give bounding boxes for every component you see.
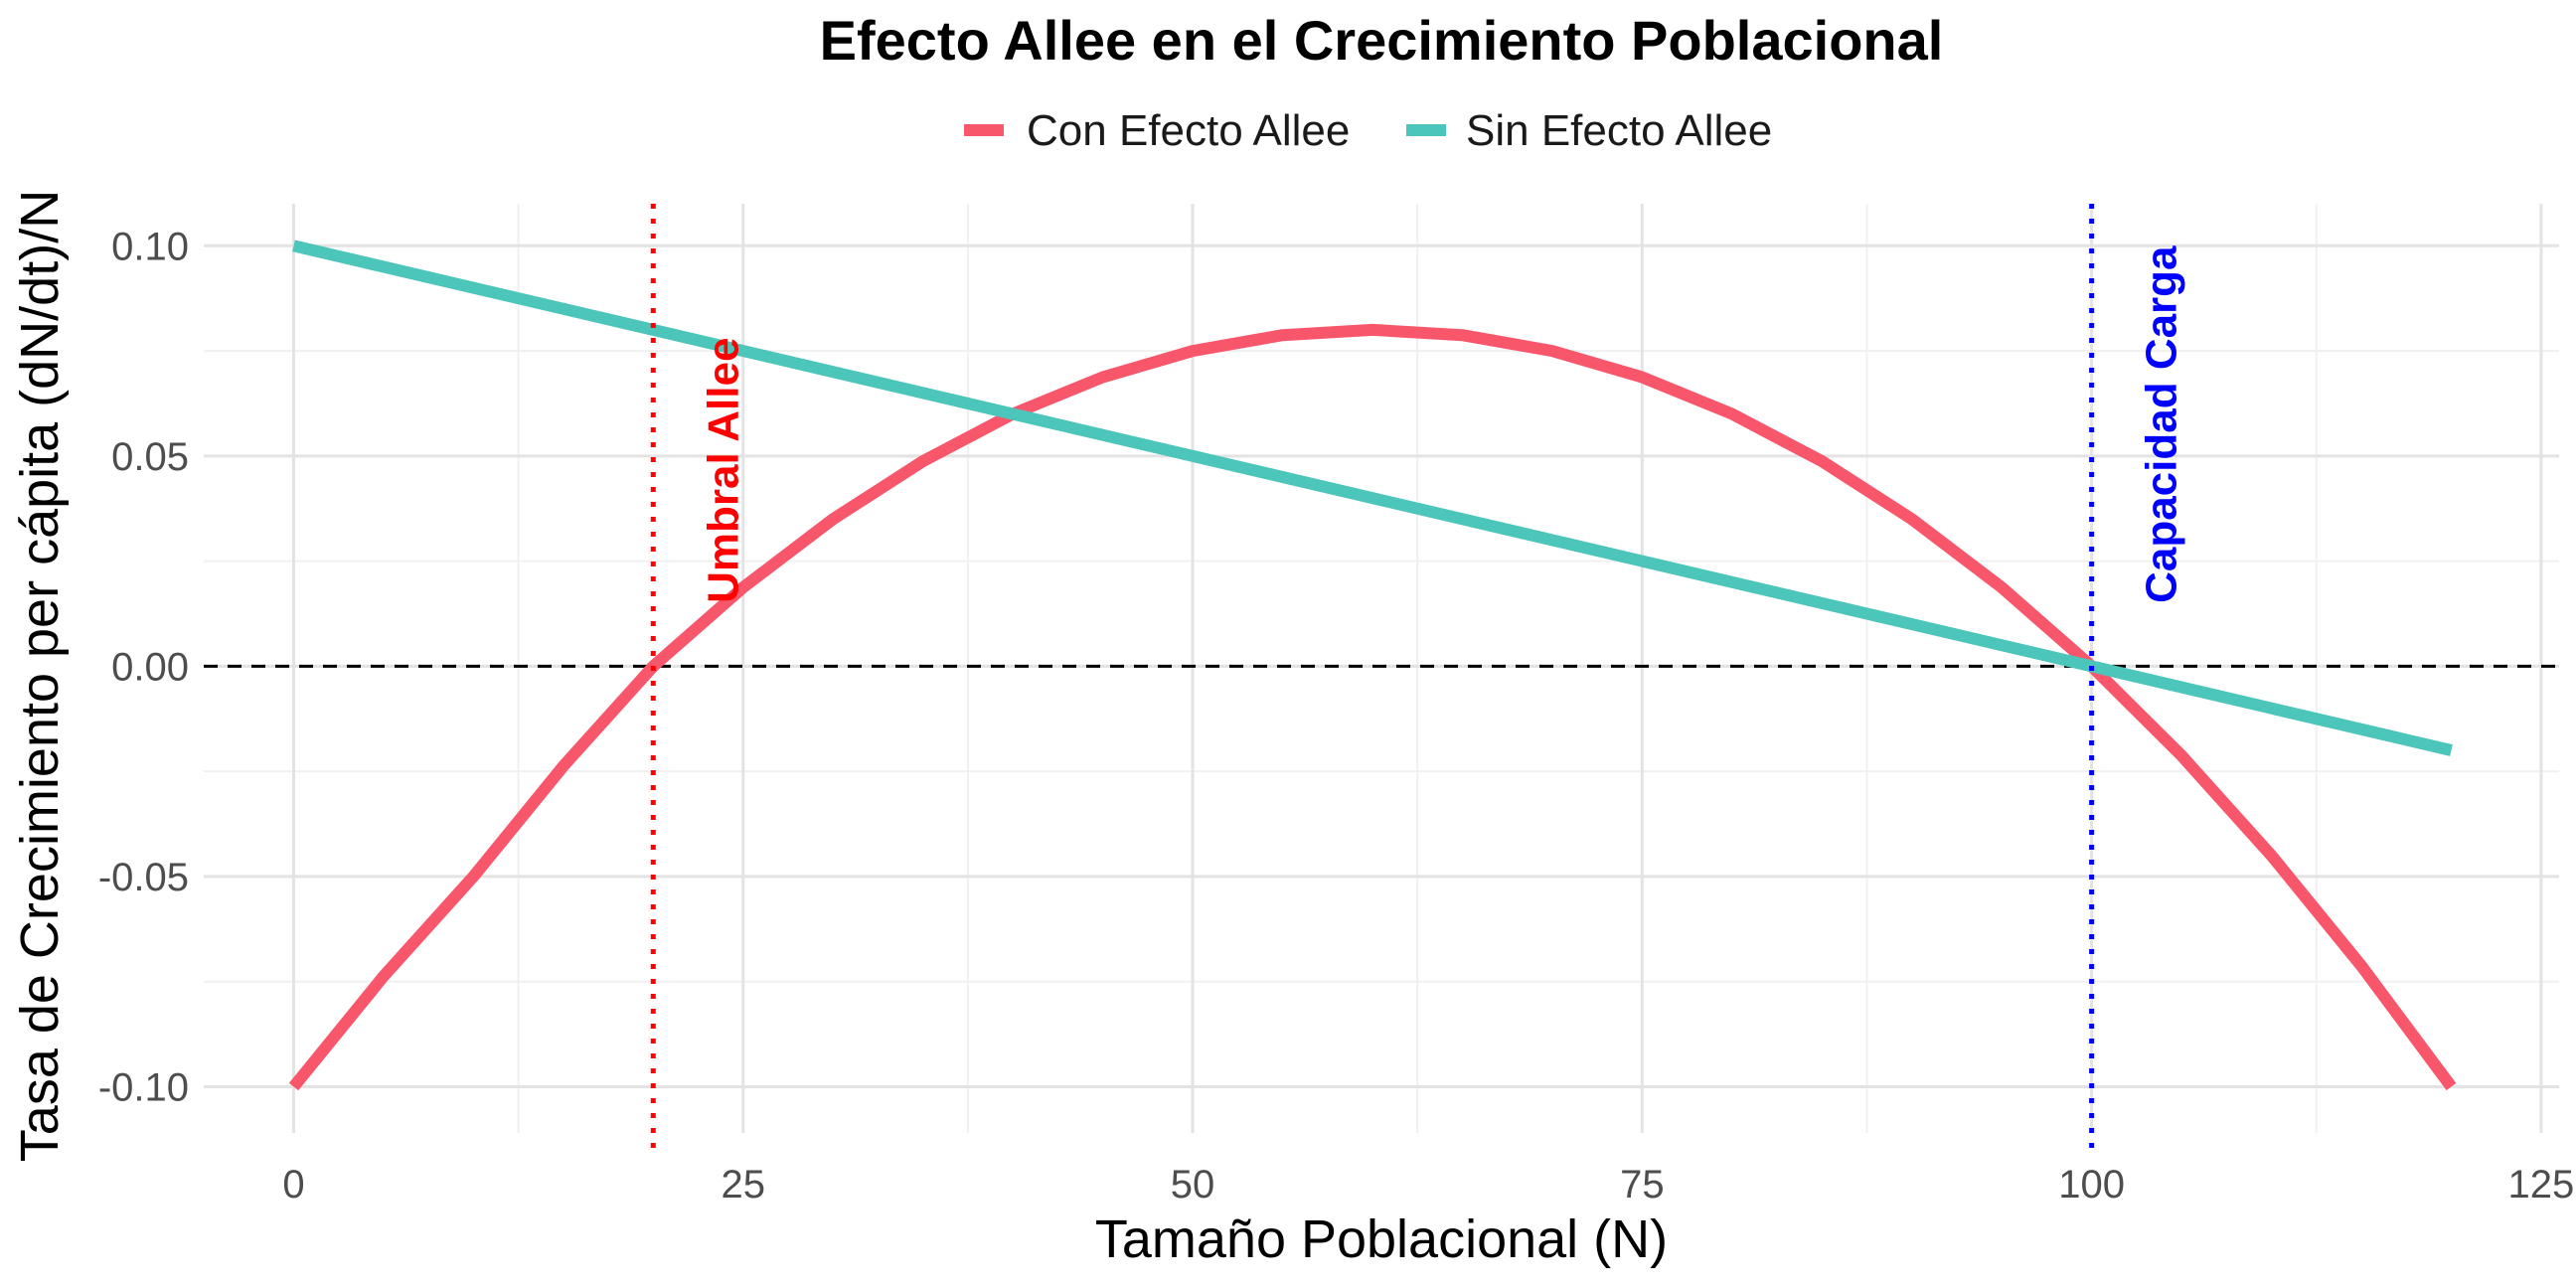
- legend-label-sin-efecto-allee: Sin Efecto Allee: [1466, 106, 1772, 155]
- grid-minor: [204, 204, 2559, 1133]
- y-tick-label: -0.10: [98, 1065, 189, 1109]
- legend-label-con-efecto-allee: Con Efecto Allee: [1027, 106, 1350, 155]
- legend: Con Efecto Allee Sin Efecto Allee: [964, 106, 1772, 155]
- annotation-umbral-allee: Umbral Allee: [699, 338, 747, 603]
- annotations: Umbral Allee Capacidad Carga: [650, 204, 2186, 1153]
- x-tick-label: 25: [721, 1163, 765, 1207]
- annotation-capacidad-carga: Capacidad Carga: [2138, 245, 2186, 603]
- x-tick-label: 75: [1620, 1163, 1665, 1207]
- y-tick-label: 0.00: [111, 645, 189, 689]
- chart-title: Efecto Allee en el Crecimiento Poblacion…: [820, 9, 1944, 72]
- grid-major: [204, 204, 2559, 1133]
- x-tick-labels: 0 25 50 75 100 125: [282, 1163, 2574, 1207]
- x-tick-label: 100: [2058, 1163, 2125, 1207]
- x-axis-title: Tamaño Poblacional (N): [1095, 1209, 1668, 1269]
- y-axis-title: Tasa de Crecimiento per cápita (dN/dt)/N: [10, 190, 70, 1162]
- x-tick-label: 0: [282, 1163, 304, 1207]
- y-tick-label: 0.05: [111, 435, 189, 479]
- y-tick-label: 0.10: [111, 225, 189, 268]
- y-tick-label: -0.05: [98, 856, 189, 899]
- y-tick-labels: -0.10 -0.05 0.00 0.05 0.10: [98, 225, 189, 1109]
- x-tick-label: 125: [2508, 1163, 2575, 1207]
- x-tick-label: 50: [1171, 1163, 1215, 1207]
